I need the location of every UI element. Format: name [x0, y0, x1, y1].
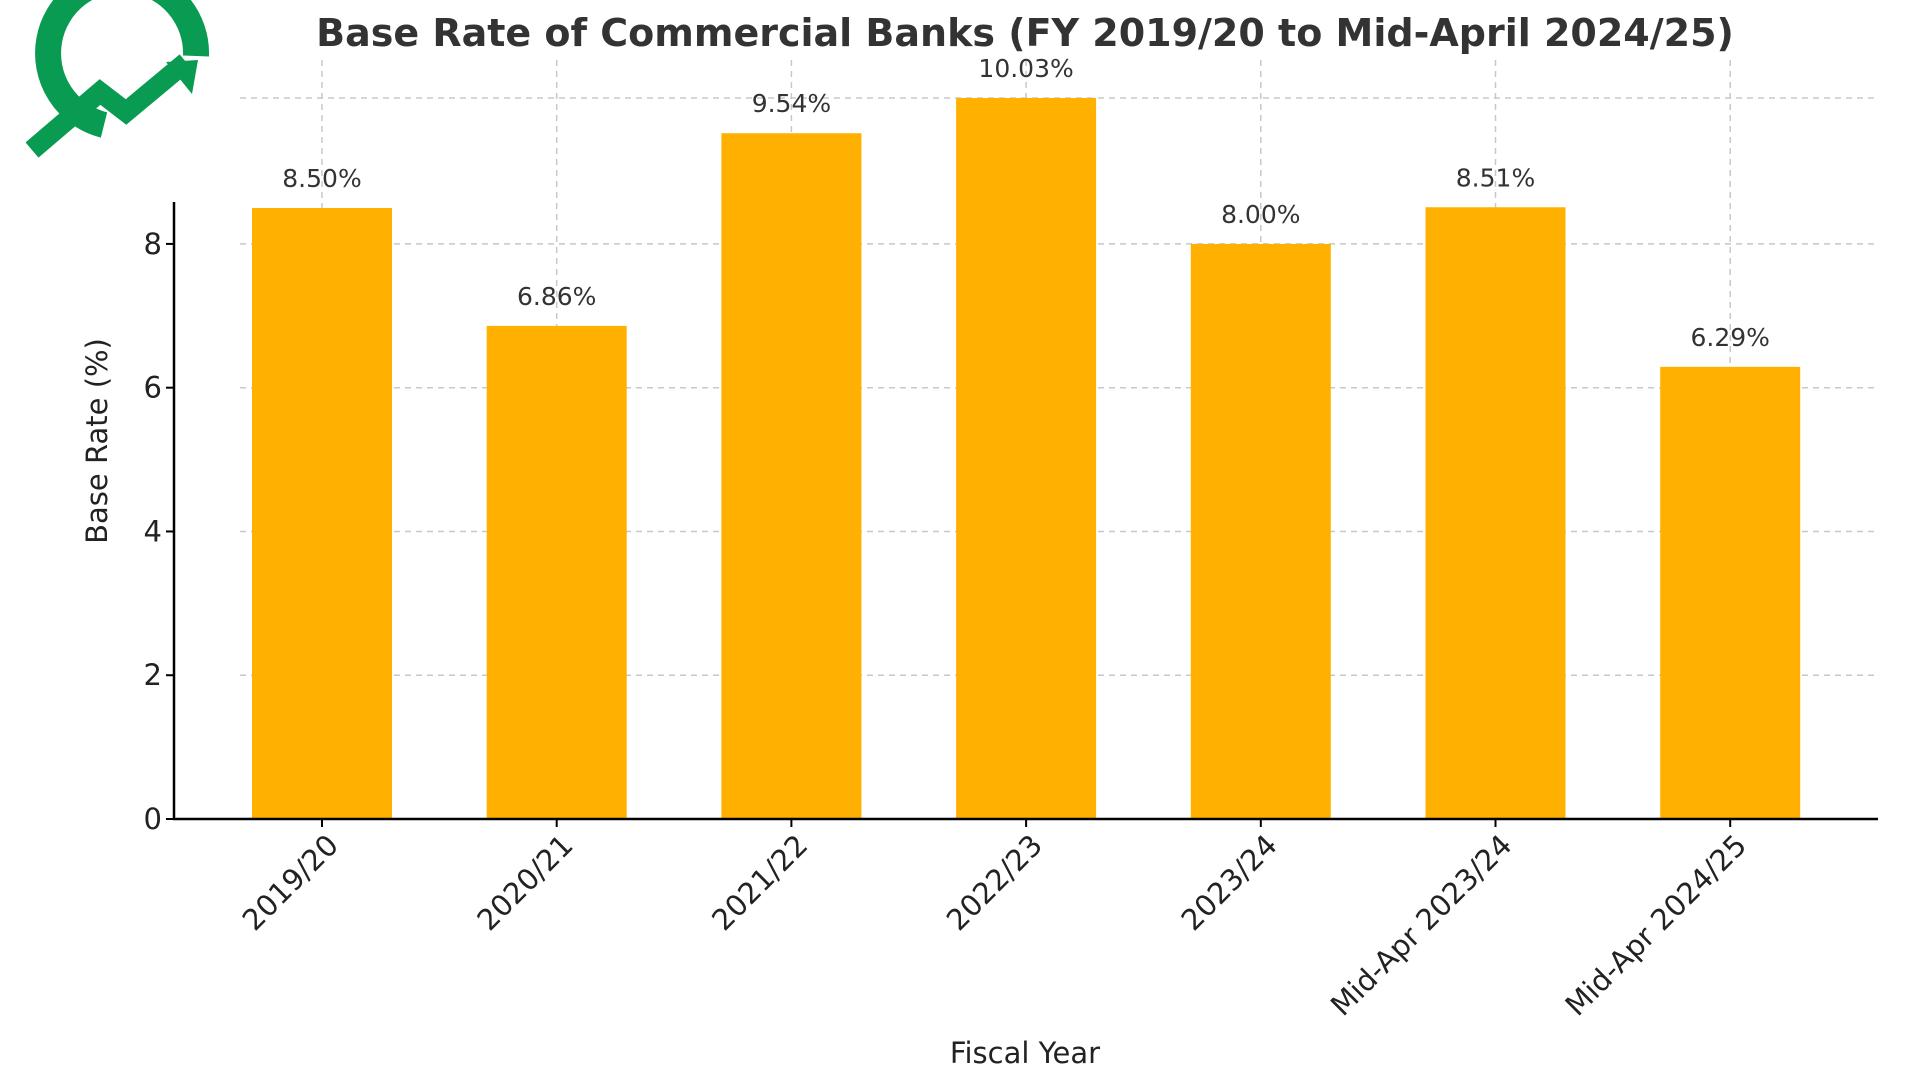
x-tick-label: 2022/23 [940, 828, 1049, 937]
y-tick-label: 8 [144, 227, 162, 261]
x-tick-label: Mid-Apr 2023/24 [1324, 828, 1519, 1023]
bar [1660, 366, 1801, 819]
x-tick-label: 2019/20 [236, 828, 345, 937]
y-axis-ticks: 0 2 4 6 8 [144, 227, 174, 836]
bar [252, 207, 392, 820]
bar [1425, 207, 1566, 819]
data-labels: 8.50% 6.86% 9.54% 10.03% 8.00% 8.51% 6.29% [282, 54, 1770, 352]
y-tick-label: 0 [144, 802, 162, 836]
bar [486, 325, 627, 819]
x-tick-label: 2020/21 [470, 828, 579, 937]
data-label: 6.86% [517, 282, 596, 311]
data-label: 6.29% [1690, 323, 1769, 352]
y-axis-title: Base Rate (%) [80, 338, 114, 544]
data-label: 8.50% [282, 164, 361, 193]
y-tick-label: 6 [144, 371, 162, 405]
bars [252, 98, 1801, 820]
trend-up-arrow-circle-icon [26, 0, 210, 158]
x-tick-label: Mid-Apr 2024/25 [1559, 828, 1754, 1023]
data-label: 8.51% [1456, 163, 1535, 192]
data-label: 9.54% [752, 89, 831, 118]
x-axis-ticks: 2019/20 2020/21 2021/22 2022/23 2023/24 Mid-A… [236, 819, 1753, 1022]
y-tick-label: 2 [144, 658, 162, 692]
bar [1190, 243, 1331, 819]
bar [721, 133, 862, 819]
chart-title: Base Rate of Commercial Banks (FY 2019/2… [316, 11, 1734, 55]
x-tick-label: 2021/22 [705, 828, 814, 937]
x-axis-title: Fiscal Year [950, 1036, 1100, 1070]
data-label: 10.03% [978, 54, 1073, 83]
x-tick-label: 2023/24 [1175, 828, 1284, 937]
y-tick-label: 4 [144, 514, 162, 548]
bar [956, 98, 1097, 819]
data-label: 8.00% [1221, 200, 1300, 229]
